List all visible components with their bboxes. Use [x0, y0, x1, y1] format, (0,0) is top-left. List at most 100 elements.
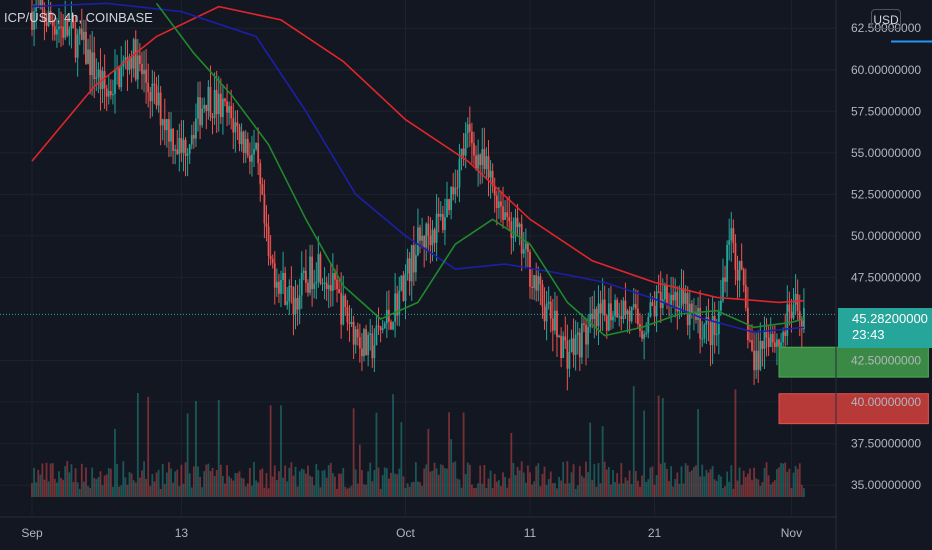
- candle-body: [290, 285, 293, 288]
- volume-bar: [226, 465, 228, 497]
- candle-body: [780, 342, 782, 347]
- volume-bar: [329, 462, 332, 497]
- volume-bar: [427, 428, 430, 497]
- volume-bar: [66, 461, 69, 497]
- candle-body: [151, 83, 154, 102]
- volume-bar: [325, 477, 328, 497]
- candle-body: [228, 106, 231, 113]
- candle-body: [302, 270, 305, 273]
- volume-bar: [91, 467, 94, 497]
- candle-body: [323, 282, 326, 284]
- candle-body: [425, 223, 428, 248]
- candle-body: [510, 221, 513, 238]
- volume-bar: [703, 476, 706, 497]
- candle-body: [168, 119, 170, 142]
- time-tick-label: Oct: [396, 526, 415, 540]
- time-axis[interactable]: Sep13Oct1121Nov15Dec: [0, 516, 932, 540]
- volume-bar: [717, 474, 720, 497]
- time-tick-label: 11: [524, 526, 537, 540]
- volume-bar: [406, 483, 409, 497]
- candle-body: [508, 216, 511, 222]
- volume-bar: [782, 463, 785, 497]
- candle-body: [722, 277, 724, 301]
- volume-bar: [143, 461, 145, 497]
- volume-bar: [738, 467, 741, 497]
- candle-body: [91, 52, 94, 75]
- candle-body: [670, 294, 672, 306]
- candle-body: [134, 39, 137, 80]
- price-axis[interactable]: 62.5000000060.0000000057.5000000055.0000…: [835, 0, 921, 550]
- price-tick-label: 57.50000000: [851, 104, 921, 118]
- time-tick-label: 21: [648, 526, 662, 540]
- volume-bar: [43, 479, 46, 497]
- candle-body: [437, 213, 440, 217]
- candle-body: [533, 275, 536, 289]
- candle-body: [468, 124, 471, 132]
- candle-body: [60, 26, 62, 28]
- volume-bar: [37, 469, 40, 497]
- volume-bar: [323, 469, 326, 497]
- volume-bar: [358, 444, 361, 497]
- volume-bar: [421, 485, 423, 497]
- candle-body: [103, 71, 106, 89]
- volume-bar: [618, 483, 621, 497]
- volume-bar: [114, 428, 116, 497]
- volume-bar: [192, 466, 195, 497]
- volume-bar: [616, 473, 619, 497]
- candle-body: [278, 281, 280, 294]
- volume-bar: [753, 467, 755, 497]
- volume-bar: [417, 481, 419, 497]
- volume-bar: [151, 473, 154, 497]
- position-zones[interactable]: [778, 40, 932, 425]
- volume-bar: [215, 470, 218, 497]
- candle-body: [580, 323, 583, 358]
- candle-body: [535, 275, 538, 291]
- volume-bar: [273, 465, 276, 497]
- volume-bar: [786, 471, 789, 497]
- candle-body: [512, 236, 515, 238]
- volume-bar: [82, 481, 85, 497]
- candle-body: [458, 159, 461, 188]
- symbol-title[interactable]: ICP/USD, 4h, COINBASE: [4, 10, 153, 25]
- stop-zone: [778, 393, 929, 425]
- candle-body: [365, 329, 367, 356]
- candle-body: [682, 288, 685, 304]
- price-tick-label: 37.50000000: [851, 437, 921, 451]
- volume-bar: [139, 477, 141, 497]
- candle-body: [109, 90, 112, 96]
- volume-bar: [257, 482, 260, 497]
- volume-bar: [261, 468, 264, 497]
- volume-bar: [352, 408, 355, 497]
- volume-bar: [70, 464, 73, 497]
- candle-body: [307, 282, 309, 293]
- volume-bar: [178, 486, 181, 497]
- candle-body: [149, 92, 152, 102]
- candle-body: [637, 308, 639, 325]
- volume-bar: [707, 472, 710, 497]
- volume-bar: [377, 467, 380, 497]
- candle-body: [414, 255, 417, 273]
- volume-bar: [589, 422, 592, 497]
- volume-bar: [527, 465, 529, 497]
- volume-bar: [414, 462, 417, 497]
- candle-body: [199, 97, 201, 126]
- volume-bar: [392, 394, 394, 497]
- candle-body: [390, 321, 392, 330]
- candle-body: [336, 279, 338, 290]
- volume-bar: [232, 480, 235, 497]
- candle-body: [570, 338, 573, 352]
- volume-bar: [373, 470, 376, 497]
- volume-bar: [784, 462, 787, 497]
- volume-bar: [607, 467, 610, 497]
- candle-body: [33, 11, 35, 30]
- candle-body: [423, 235, 426, 248]
- candle-body: [126, 57, 129, 70]
- candle-body: [483, 149, 486, 170]
- last-price-value: 45.28200000: [852, 311, 928, 326]
- volume-bar: [672, 486, 675, 497]
- currency-badge[interactable]: USD: [871, 9, 901, 29]
- candle-body: [539, 276, 542, 285]
- volume-bar: [508, 478, 511, 497]
- candle-body: [653, 305, 656, 317]
